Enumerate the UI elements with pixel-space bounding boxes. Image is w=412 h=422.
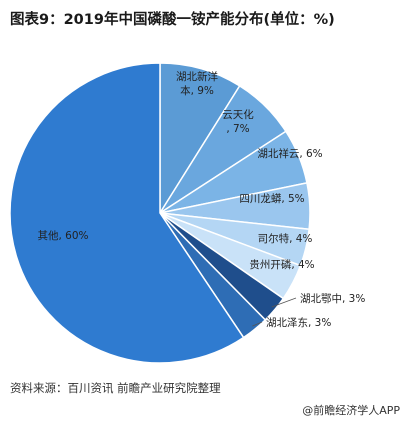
leader-line-6 bbox=[271, 297, 297, 308]
slice-label-1: 云天化, 7% bbox=[222, 108, 254, 135]
pie-slice-8 bbox=[9, 62, 245, 364]
slice-label-7: 湖北泽东, 3% bbox=[266, 316, 331, 329]
slice-label-6: 湖北鄂中, 3% bbox=[300, 292, 365, 305]
leader-line-7 bbox=[252, 321, 263, 327]
pie-labels: 湖北新洋本, 9%云天化, 7%湖北祥云, 6% 四川龙蟒, 5% 司尔特, 4% 贵… bbox=[37, 70, 365, 329]
pie-slices bbox=[9, 62, 311, 364]
slice-label-2: 湖北祥云, 6% bbox=[257, 147, 322, 160]
slice-label-3: 四川龙蟒, 5% bbox=[239, 192, 304, 205]
attribution: @前瞻经济学人APP bbox=[302, 404, 400, 417]
pie-slice-0 bbox=[159, 62, 241, 216]
pie-chart: 湖北新洋本, 9%云天化, 7%湖北祥云, 6% 四川龙蟒, 5% 司尔特, 4% 贵… bbox=[9, 62, 365, 364]
source-note: 资料来源：百川资讯 前瞻产业研究院整理 bbox=[10, 381, 221, 395]
slice-label-5: 贵州开磷, 4% bbox=[249, 258, 314, 271]
slice-label-4: 司尔特, 4% bbox=[258, 232, 313, 245]
slice-label-0: 湖北新洋本, 9% bbox=[176, 70, 218, 97]
slice-label-8: 其他, 60% bbox=[37, 229, 88, 242]
chart-title: 图表9：2019年中国磷酸一铵产能分布(单位：%) bbox=[10, 12, 335, 28]
